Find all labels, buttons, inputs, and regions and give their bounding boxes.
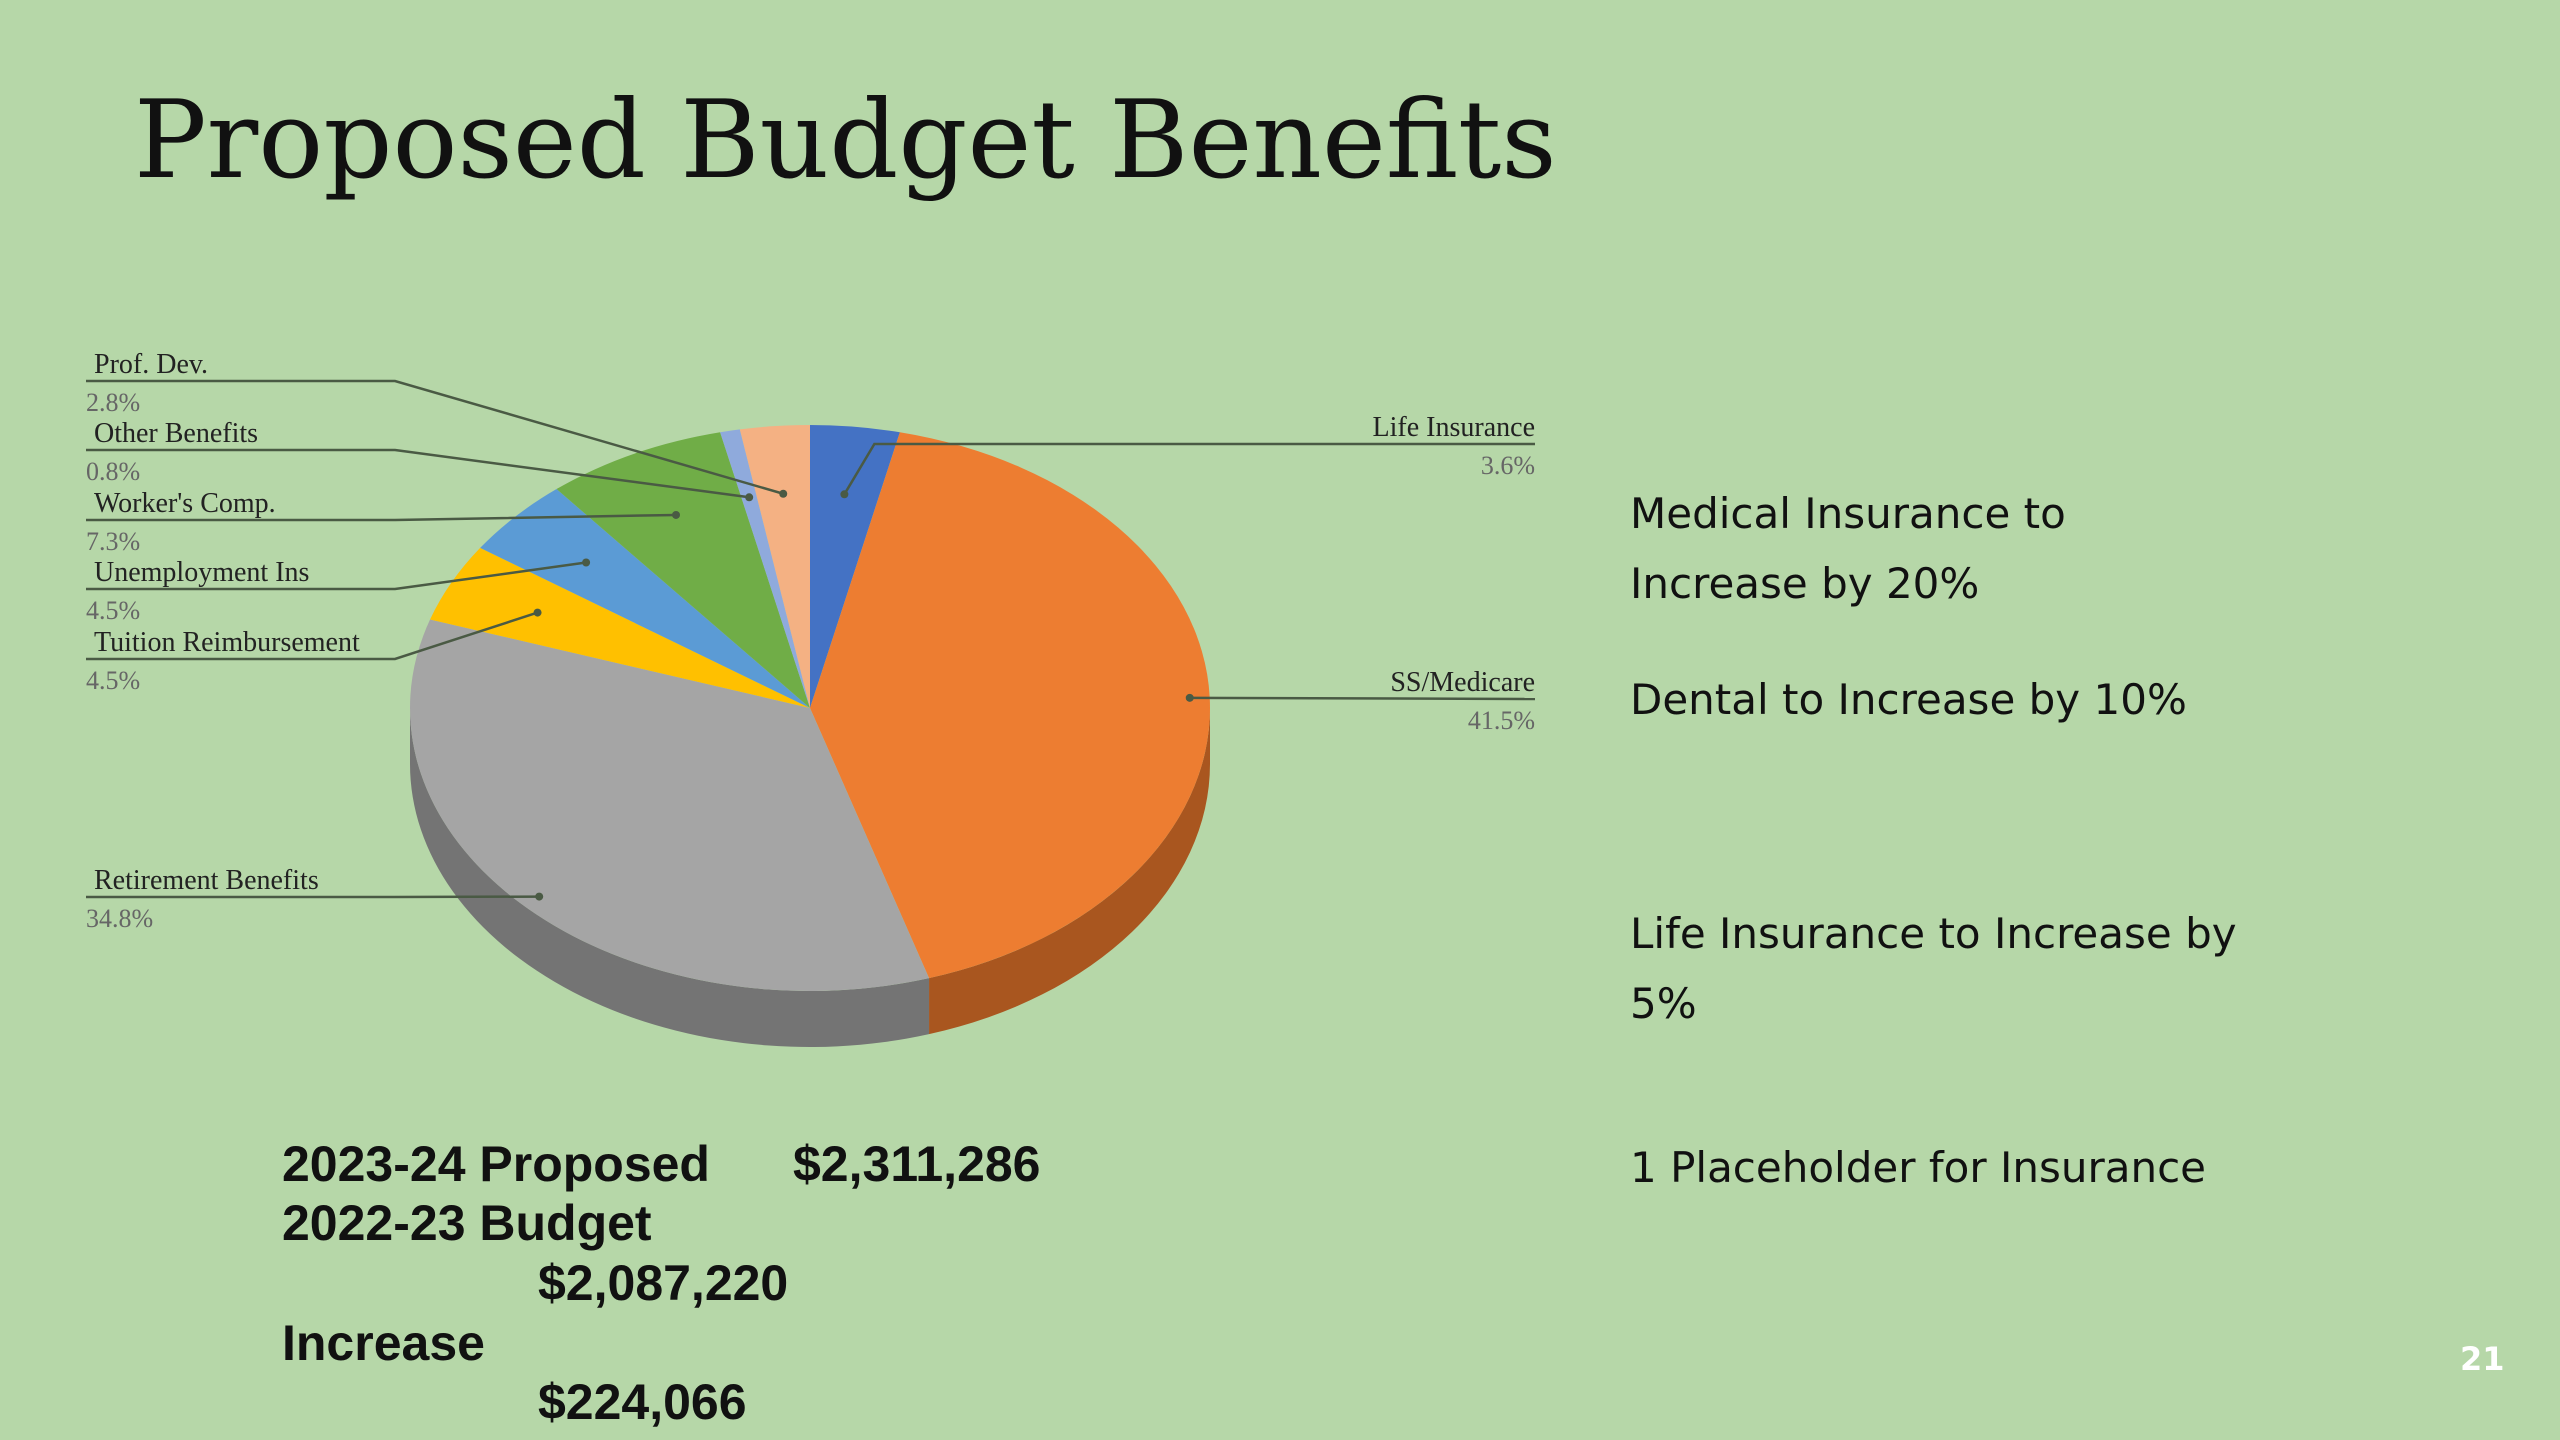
leader-line-life-insurance	[843, 442, 1535, 495]
pie-side-ss-medicare	[929, 708, 1210, 1035]
label-other-benefits: Other Benefits	[94, 418, 258, 449]
leader-dot-other-benefits	[745, 493, 754, 502]
label-unemployment-ins: Unemployment Ins	[94, 557, 309, 588]
label-pct-unemployment-ins: 4.5%	[86, 596, 140, 625]
leader-line-ss-medicare	[1189, 696, 1536, 701]
label-prof-dev: Prof. Dev.	[94, 349, 208, 380]
note-dental: Dental to Increase by 10%	[1630, 675, 2187, 724]
label-pct-retirement-benefits: 34.8%	[86, 904, 153, 933]
leader-line-other-benefits	[86, 448, 750, 499]
prior-label: 2022-23 Budget	[282, 1195, 652, 1251]
leader-dot-life-insurance	[840, 490, 849, 499]
pie-slice-tuition-reimbursement	[430, 547, 810, 708]
label-pct-prof-dev: 2.8%	[86, 388, 140, 417]
leader-dot-worker-s-comp	[672, 510, 681, 519]
pie-slice-life-insurance	[810, 425, 900, 708]
pie-slice-other-benefits	[720, 429, 810, 708]
proposed-value: $2,311,286	[793, 1136, 1041, 1192]
pie-slice-prof-dev	[739, 425, 810, 708]
prior-value: $2,087,220	[538, 1255, 789, 1311]
leader-line-tuition-reimbursement	[86, 611, 538, 661]
proposed-label: 2023-24 Proposed	[282, 1136, 710, 1192]
label-pct-other-benefits: 0.8%	[86, 457, 140, 486]
leader-line-worker-s-comp	[86, 513, 677, 522]
label-pct-ss-medicare: 41.5%	[1468, 706, 1535, 735]
label-worker-s-comp: Worker's Comp.	[94, 488, 276, 519]
label-retirement-benefits: Retirement Benefits	[94, 865, 319, 896]
increase-value: $224,066	[538, 1374, 747, 1430]
increase-label: Increase	[282, 1315, 485, 1371]
page-number: 21	[2460, 1340, 2505, 1378]
pie-slice-unemployment-ins	[480, 489, 810, 708]
leader-dot-tuition-reimbursement	[533, 608, 542, 617]
pie-slice-worker-s-comp	[556, 432, 810, 708]
note-medical: Medical Insurance to Increase by 20%	[1630, 489, 2066, 608]
label-life-insurance: Life Insurance	[1373, 412, 1535, 443]
leader-dot-unemployment-ins	[582, 558, 591, 567]
label-tuition-reimbursement: Tuition Reimbursement	[94, 627, 360, 658]
leader-dot-prof-dev	[779, 489, 788, 498]
label-pct-life-insurance: 3.6%	[1481, 451, 1535, 480]
slide-title: Proposed Budget Benefits	[134, 78, 1557, 203]
pie-slice-ss-medicare	[810, 432, 1211, 979]
leader-dot-ss-medicare	[1185, 693, 1194, 702]
label-ss-medicare: SS/Medicare	[1390, 667, 1535, 698]
leader-line-unemployment-ins	[86, 561, 587, 591]
note-life-insurance: Life Insurance to Increase by 5%	[1630, 909, 2237, 1028]
label-pct-tuition-reimbursement: 4.5%	[86, 666, 140, 695]
label-pct-worker-s-comp: 7.3%	[86, 527, 140, 556]
note-placeholder: 1 Placeholder for Insurance	[1630, 1143, 2207, 1192]
pie-side-retirement-benefits	[410, 708, 930, 1047]
leader-line-prof-dev	[86, 379, 784, 495]
leader-dot-retirement-benefits	[535, 892, 544, 901]
